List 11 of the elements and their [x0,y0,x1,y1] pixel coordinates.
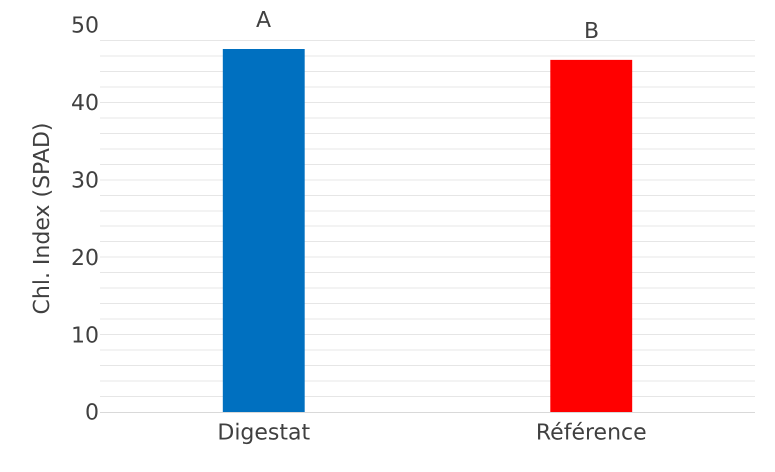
y-axis-title: Chl. Index (SPAD) [30,122,55,314]
x-tick-label: Digestat [217,420,310,446]
y-tick-label: 0 [85,400,99,426]
annotation: B [584,19,600,44]
y-tick-label: 40 [71,91,99,116]
y-tick-label: 50 [71,14,99,39]
x-tick-label: Référence [536,420,647,446]
y-tick-label: 20 [71,246,99,271]
annotation: A [256,8,272,33]
y-tick-label: 10 [71,323,99,348]
y-tick-label: 30 [71,168,99,194]
